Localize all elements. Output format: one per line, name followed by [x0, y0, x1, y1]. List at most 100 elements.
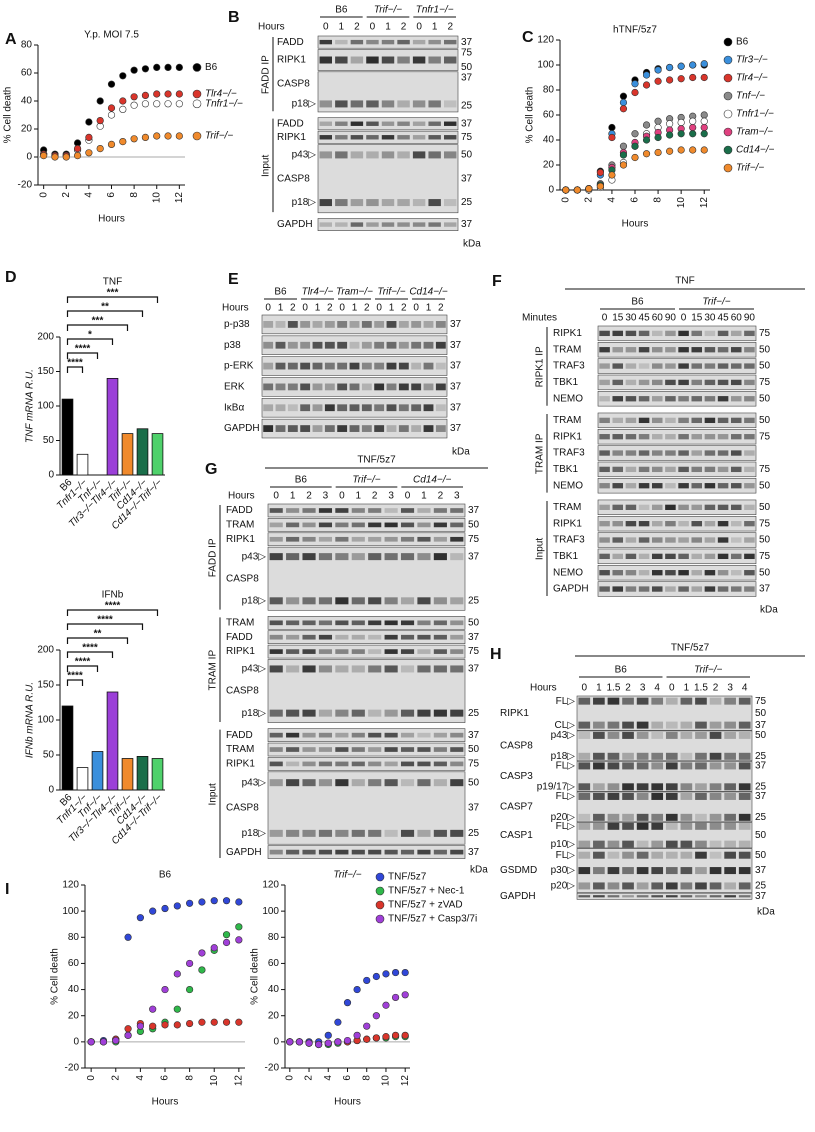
- band-label: p18▷: [292, 197, 317, 208]
- blot-strip: [261, 314, 448, 335]
- data-point: [130, 101, 138, 109]
- blot-band: [318, 829, 333, 837]
- blot-band: [335, 732, 349, 738]
- data-point: [222, 1018, 231, 1026]
- blot-band: [450, 620, 464, 626]
- band-label: p43▷: [242, 664, 267, 675]
- blot-band: [625, 537, 637, 543]
- blot-strip: [267, 659, 466, 723]
- y-tick-label: 80: [543, 85, 555, 96]
- blot-band: [386, 321, 397, 328]
- blot-band: [738, 752, 751, 760]
- unit-label: kDa: [470, 865, 488, 876]
- blot-band: [351, 649, 365, 654]
- lane-label: 1.5: [694, 683, 708, 694]
- data-point: [85, 118, 93, 126]
- blot-band: [337, 321, 348, 328]
- blot-band: [335, 508, 349, 513]
- blot-band: [412, 135, 426, 140]
- data-point: [99, 1038, 108, 1046]
- blot-band: [738, 867, 751, 875]
- mw-label: 37: [461, 173, 473, 184]
- mw-label: 50: [755, 708, 767, 719]
- y-tick-label: 20: [68, 1010, 80, 1021]
- data-point: [631, 153, 639, 162]
- bar: [136, 756, 149, 791]
- band-label: p43▷: [242, 551, 267, 562]
- blot-band: [717, 466, 729, 473]
- y-tick-label: 40: [21, 96, 33, 107]
- blot-band: [622, 783, 634, 791]
- mw-label: 37: [450, 423, 462, 434]
- blot-band: [593, 731, 605, 739]
- blot-band: [695, 721, 707, 729]
- mw-label: 37: [468, 803, 480, 814]
- blot-band: [302, 761, 316, 767]
- blot-band: [400, 620, 415, 626]
- blot-band: [417, 747, 431, 752]
- blot-band: [351, 709, 365, 717]
- blot-band: [351, 665, 365, 673]
- row-label: GAPDH: [500, 891, 536, 902]
- legend-label: TNF/5z7 + zVAD: [388, 900, 463, 911]
- legend-label: Trif−/−: [205, 131, 233, 142]
- blot-band: [368, 508, 382, 513]
- blot-band: [400, 761, 415, 767]
- blot-band: [578, 813, 591, 821]
- blot-band: [386, 383, 397, 391]
- mw-label: 50: [759, 502, 771, 513]
- blot-band: [450, 709, 464, 717]
- blot-strip: [597, 478, 757, 494]
- blot-band: [428, 100, 441, 108]
- data-point: [631, 130, 639, 138]
- data-point: [161, 1021, 169, 1029]
- legend-label: TNF/5z7: [388, 872, 427, 883]
- data-point: [130, 93, 138, 101]
- blot-band: [287, 425, 298, 432]
- significance-label: ****: [75, 657, 91, 668]
- blot-band: [599, 483, 610, 489]
- row-label: TRAF3: [553, 361, 585, 372]
- blot-band: [286, 536, 300, 542]
- blot-band: [269, 508, 283, 513]
- blot-band: [724, 783, 736, 791]
- lane-label: 2: [372, 491, 378, 502]
- data-point: [391, 968, 400, 977]
- lane-label: 1: [278, 303, 284, 314]
- blot-band: [730, 483, 742, 489]
- y-tick-label: -20: [18, 180, 33, 191]
- data-point: [175, 100, 183, 108]
- row-label: NEMO: [553, 480, 583, 491]
- data-point: [642, 136, 651, 144]
- y-tick-label: 80: [21, 40, 33, 51]
- x-tick-label: 6: [160, 1075, 171, 1081]
- blot-strip: [597, 429, 757, 445]
- lane-label: 2: [401, 22, 407, 33]
- blot-band: [695, 840, 707, 848]
- blot-band: [351, 829, 365, 837]
- blot-band: [302, 553, 316, 561]
- data-point: [173, 902, 181, 910]
- blot-band: [593, 721, 605, 729]
- blot-band: [450, 649, 464, 654]
- data-point: [562, 186, 570, 194]
- blot-band: [428, 39, 441, 45]
- blot-band: [724, 762, 736, 770]
- blot-band: [417, 732, 431, 738]
- blot-band: [665, 752, 678, 760]
- blot-band: [599, 553, 610, 560]
- y-tick-label: 120: [262, 880, 279, 891]
- blot-band: [738, 762, 751, 770]
- blot-band: [651, 895, 664, 898]
- mw-label: 37: [755, 791, 767, 802]
- row-label: TRAF3: [553, 535, 585, 546]
- blot-band: [578, 731, 591, 739]
- blot-band: [738, 783, 751, 791]
- row-label: FADD: [226, 632, 253, 643]
- blot-band: [651, 330, 663, 337]
- group-label: Tlr4−/−: [302, 287, 334, 298]
- data-point: [295, 1038, 304, 1046]
- blot-band: [625, 396, 637, 402]
- lane-label: 3: [727, 683, 733, 694]
- blot-band: [302, 634, 316, 640]
